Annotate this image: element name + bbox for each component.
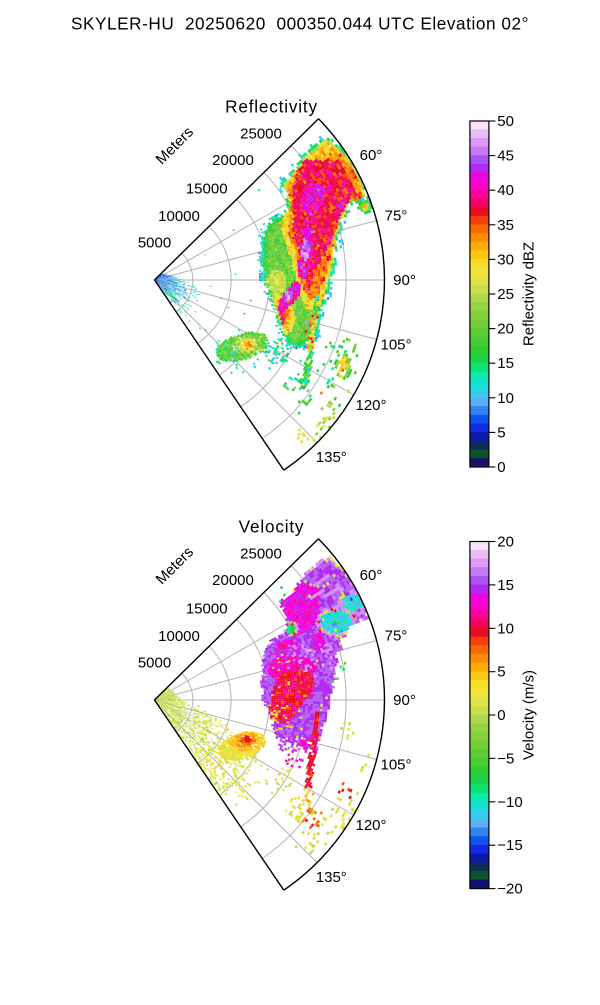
svg-text:105°: 105°: [380, 337, 411, 354]
svg-text:−20: −20: [497, 881, 522, 898]
svg-text:Reflectivity dBZ: Reflectivity dBZ: [521, 242, 538, 346]
svg-text:15: 15: [497, 355, 514, 372]
svg-text:SKYLER-HU 20250620 000350.04: SKYLER-HU 20250620 000350.044 UTC Elevat…: [71, 13, 529, 33]
svg-text:120°: 120°: [355, 397, 386, 414]
svg-text:135°: 135°: [316, 869, 347, 886]
svg-text:90°: 90°: [393, 272, 416, 289]
svg-text:60°: 60°: [360, 147, 383, 164]
svg-text:0: 0: [497, 459, 505, 476]
svg-text:20000: 20000: [212, 572, 254, 589]
svg-text:20000: 20000: [212, 152, 254, 169]
svg-text:5000: 5000: [138, 235, 171, 252]
svg-text:75°: 75°: [385, 207, 408, 224]
svg-text:5: 5: [497, 664, 505, 681]
svg-text:30: 30: [497, 251, 514, 268]
svg-text:90°: 90°: [393, 692, 416, 709]
svg-text:5000: 5000: [138, 655, 171, 672]
svg-text:120°: 120°: [355, 817, 386, 834]
svg-text:15000: 15000: [186, 180, 228, 197]
svg-text:10: 10: [497, 390, 514, 407]
svg-text:35: 35: [497, 217, 514, 234]
svg-text:50: 50: [497, 113, 514, 130]
svg-text:10000: 10000: [158, 208, 200, 225]
svg-text:15000: 15000: [186, 600, 228, 617]
svg-text:60°: 60°: [360, 567, 383, 584]
svg-text:20: 20: [497, 321, 514, 338]
svg-text:15: 15: [497, 577, 514, 594]
svg-text:−10: −10: [497, 794, 522, 811]
svg-text:0: 0: [497, 707, 505, 724]
svg-text:10000: 10000: [158, 628, 200, 645]
svg-text:25000: 25000: [240, 545, 282, 562]
svg-text:25000: 25000: [240, 125, 282, 142]
svg-text:105°: 105°: [380, 757, 411, 774]
svg-text:20: 20: [497, 534, 514, 551]
svg-text:−5: −5: [497, 750, 514, 767]
svg-text:75°: 75°: [385, 627, 408, 644]
svg-text:5: 5: [497, 424, 505, 441]
svg-text:45: 45: [497, 148, 514, 165]
svg-text:135°: 135°: [316, 449, 347, 466]
svg-text:−15: −15: [497, 837, 522, 854]
svg-text:10: 10: [497, 620, 514, 637]
svg-text:25: 25: [497, 286, 514, 303]
svg-text:Reflectivity: Reflectivity: [225, 97, 318, 117]
svg-text:Velocity: Velocity: [239, 517, 305, 537]
svg-text:Velocity (m/s): Velocity (m/s): [521, 670, 538, 760]
svg-text:40: 40: [497, 182, 514, 199]
